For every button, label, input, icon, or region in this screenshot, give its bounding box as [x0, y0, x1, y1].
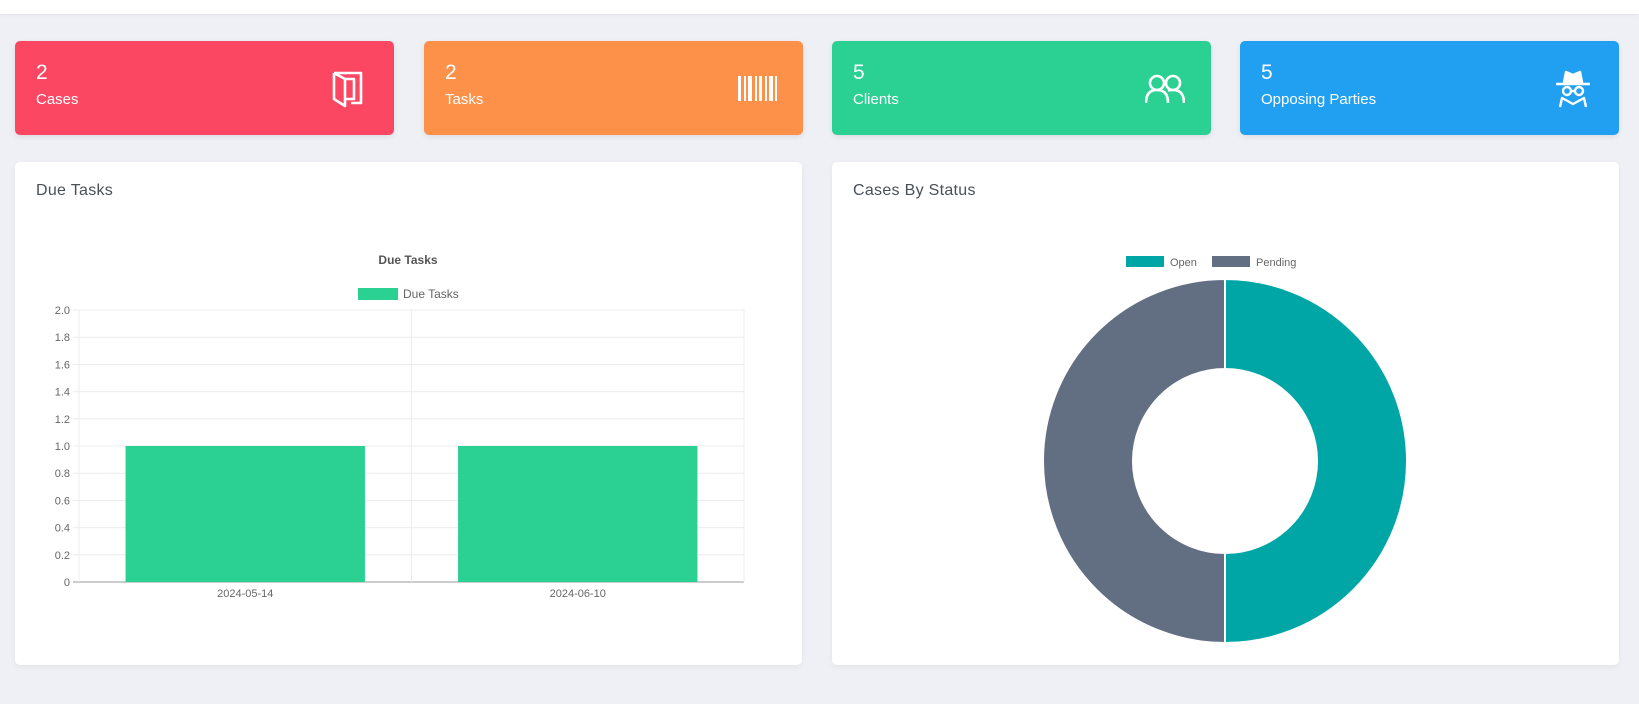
y-tick-label: 2.0 [55, 305, 70, 317]
y-tick-label: 1.0 [55, 441, 70, 453]
y-tick-label: 0 [64, 577, 70, 589]
bar-due-tasks[interactable] [458, 446, 698, 582]
stat-card-clients[interactable]: 5 Clients [832, 41, 1211, 135]
top-bar [0, 0, 1639, 14]
stat-card-tasks[interactable]: 2 Tasks [424, 41, 803, 135]
y-tick-label: 1.8 [55, 332, 70, 344]
legend-label-due-tasks[interactable]: Due Tasks [403, 287, 459, 301]
slice-open[interactable] [1224, 277, 1408, 645]
door-icon [332, 71, 363, 108]
legend-swatch-open[interactable] [1126, 256, 1164, 267]
clients-count: 5 [853, 61, 865, 84]
cases-by-status-panel-title: Cases By Status [853, 182, 976, 199]
due-tasks-panel: Due Tasks Due Tasks Due Tasks 0 0.2 0.4 0.6… [15, 162, 802, 665]
y-tick-label: 1.2 [55, 414, 70, 426]
due-tasks-panel-title: Due Tasks [36, 182, 114, 199]
bar-due-tasks[interactable] [125, 446, 365, 582]
clients-label: Clients [853, 91, 899, 108]
opposing-parties-label: Opposing Parties [1261, 91, 1377, 108]
cases-by-status-doughnut-chart: Open Pending [1042, 256, 1408, 645]
due-tasks-bar-chart: Due Tasks Due Tasks 0 0.2 0.4 0.6 0.8 1.0 1.2 1… [55, 253, 745, 600]
chart-title: Due Tasks [378, 253, 437, 267]
cases-by-status-panel: Cases By Status Open Pending [832, 162, 1619, 665]
cases-label: Cases [36, 91, 79, 108]
opposing-parties-count: 5 [1261, 61, 1273, 84]
slice-pending[interactable] [1042, 277, 1226, 645]
stat-card-cases[interactable]: 2 Cases [15, 41, 394, 135]
legend-label-open[interactable]: Open [1170, 257, 1197, 269]
y-tick-label: 1.4 [55, 387, 70, 399]
legend-swatch-pending[interactable] [1212, 256, 1250, 267]
legend-swatch-due-tasks[interactable] [358, 288, 398, 300]
y-tick-label: 0.6 [55, 495, 70, 507]
stat-card-opposing-parties[interactable]: 5 Opposing Parties [1240, 41, 1619, 135]
y-tick-label: 0.8 [55, 468, 70, 480]
tasks-count: 2 [445, 61, 457, 84]
spy-icon [1556, 70, 1590, 108]
y-tick-label: 0.2 [55, 550, 70, 562]
legend-label-pending[interactable]: Pending [1256, 257, 1296, 269]
cases-count: 2 [36, 61, 48, 84]
tasks-label: Tasks [445, 91, 484, 108]
barcode-icon [738, 76, 777, 101]
y-tick-label: 0.4 [55, 523, 70, 535]
x-tick-label: 2024-05-14 [217, 588, 273, 600]
users-icon [1145, 74, 1185, 104]
x-tick-label: 2024-06-10 [550, 588, 606, 600]
y-tick-label: 1.6 [55, 359, 70, 371]
